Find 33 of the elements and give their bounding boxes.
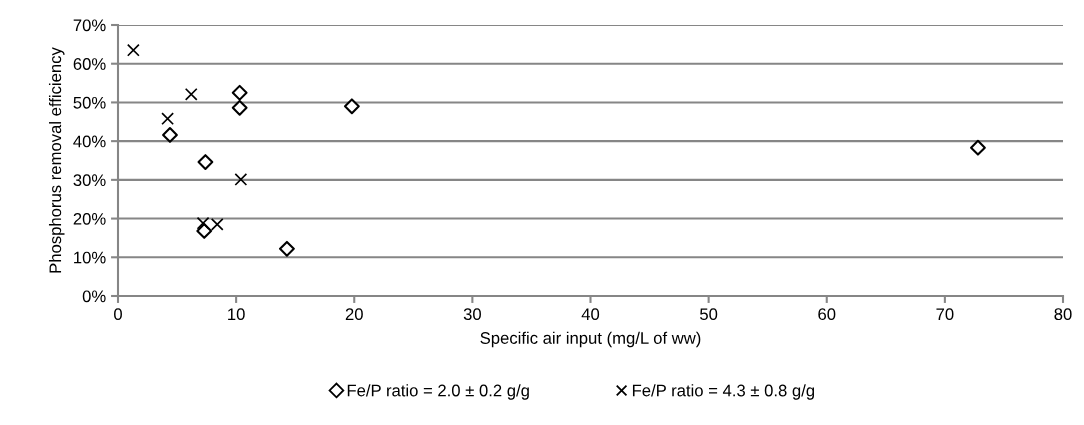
y-tick-label: 70% <box>73 19 106 32</box>
point <box>161 112 175 126</box>
y-tick-label: 10% <box>74 251 106 264</box>
point <box>196 223 213 239</box>
x-tick-label: 0 <box>114 308 122 321</box>
point <box>231 99 248 116</box>
point <box>231 84 248 101</box>
y-tick-label: 30% <box>73 174 106 187</box>
point <box>184 87 198 101</box>
y-tick-label: 20% <box>73 212 106 225</box>
y-tick-label: 40% <box>73 135 106 148</box>
x-axis-title: Specific air input (mg/L of ww) <box>480 331 701 348</box>
x-tick-label: 70 <box>936 308 954 321</box>
y-axis-title: Phosphorus removal efficiency <box>48 47 65 273</box>
x-tick-label: 40 <box>581 308 600 321</box>
x-tick-label: 30 <box>463 308 481 321</box>
x-tick-label: 10 <box>228 308 245 321</box>
y-tick-label: 60% <box>73 58 106 70</box>
point <box>197 154 214 170</box>
legend-label: Fe/P ratio = 4.3 ± 0.8 g/g <box>632 384 815 400</box>
point <box>279 240 295 257</box>
point <box>343 98 360 115</box>
x-tick-label: 60 <box>818 308 836 321</box>
point <box>234 173 248 186</box>
legend-label: Fe/P ratio = 2.0 ± 0.2 g/g <box>347 384 529 400</box>
x-tick-label: 80 <box>1054 308 1072 321</box>
point <box>126 43 140 57</box>
x-tick-label: 50 <box>700 308 718 321</box>
point <box>970 139 986 156</box>
y-tick-label: 0% <box>82 290 106 303</box>
x-tick-label: 20 <box>345 308 363 321</box>
point <box>162 127 178 143</box>
y-tick-label: 50% <box>73 96 106 109</box>
